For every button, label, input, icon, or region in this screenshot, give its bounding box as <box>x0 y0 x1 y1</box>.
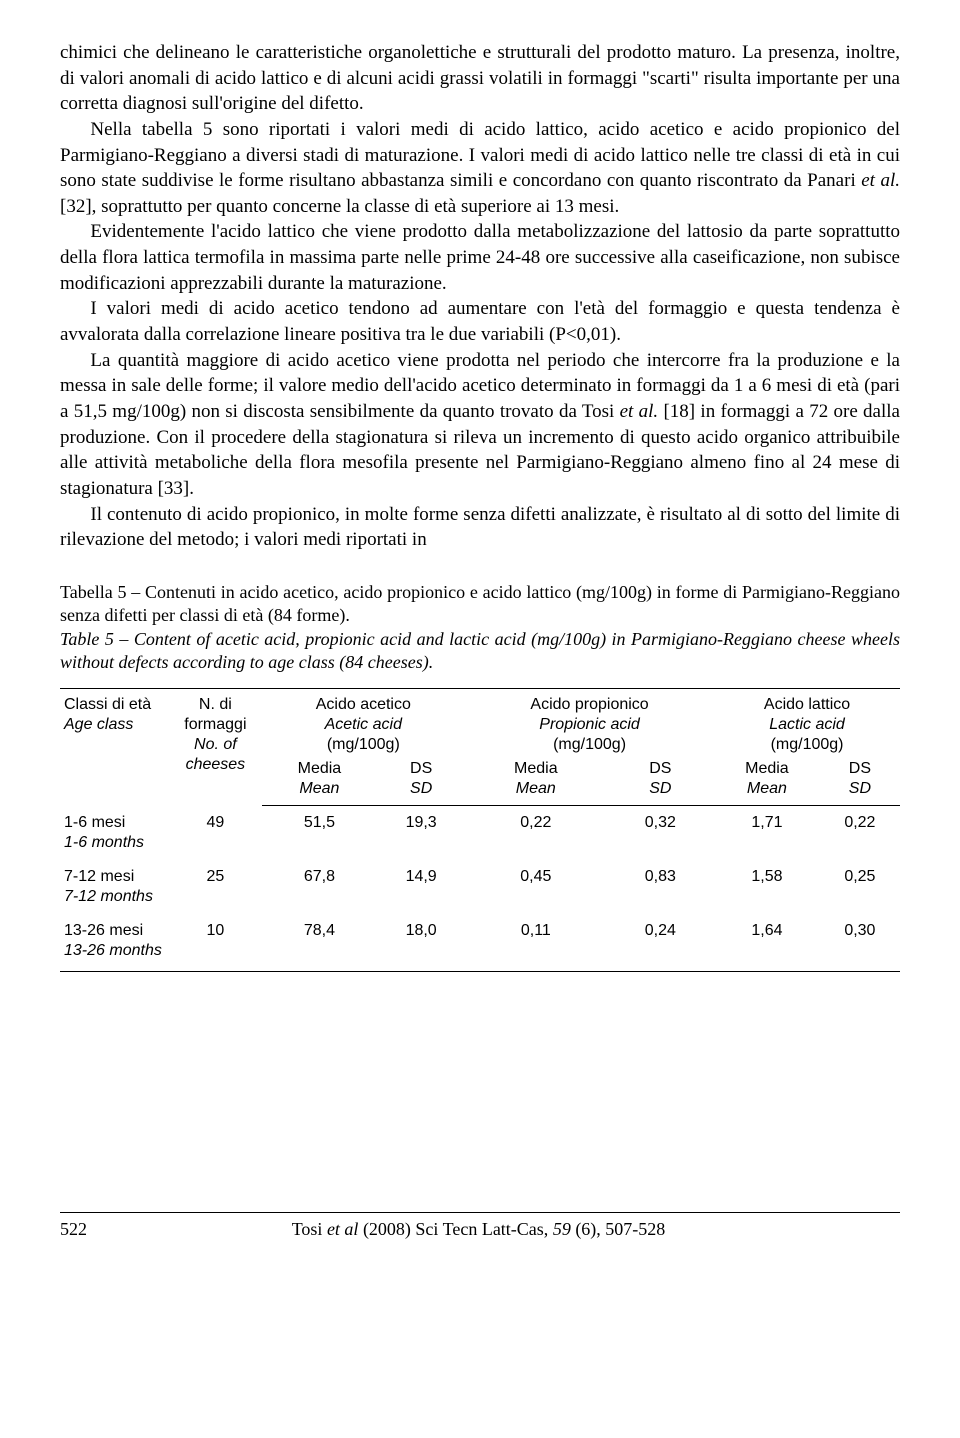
th-age-en: Age class <box>64 716 133 733</box>
th-lactic-mean: Media Mean <box>714 757 820 806</box>
sd-en: SD <box>849 780 871 797</box>
cell-n: 49 <box>169 806 261 860</box>
table-row: 13-26 mesi 13-26 months 10 78,4 18,0 0,11… <box>60 914 900 972</box>
age-it: 13-26 mesi <box>64 922 143 939</box>
th-age: Classi di età Age class <box>60 689 169 806</box>
cell-acetic-sd: 14,9 <box>377 860 465 914</box>
th-acetic-it: Acido acetico <box>316 696 411 713</box>
th-prop: Acido propionico Propionic acid (mg/100g… <box>465 689 714 758</box>
cite-pages: (6), 507-528 <box>571 1219 665 1239</box>
p2-b: [32], soprattutto per quanto concerne la… <box>60 196 619 217</box>
age-en: 7-12 months <box>64 888 153 905</box>
cell-lactic-sd: 0,25 <box>820 860 900 914</box>
cell-n: 10 <box>169 914 261 972</box>
table-5-body: 1-6 mesi 1-6 months 49 51,5 19,3 0,22 0,3… <box>60 806 900 972</box>
footer-spacer <box>870 1217 900 1241</box>
th-lactic-en: Lactic acid <box>769 716 845 733</box>
cell-acetic-m: 51,5 <box>262 806 378 860</box>
caption-italian: Tabella 5 – Contenuti in acido acetico, … <box>60 581 900 628</box>
th-n: N. di formaggi No. of cheeses <box>169 689 261 806</box>
th-lactic-it: Acido lattico <box>764 696 850 713</box>
th-prop-unit: (mg/100g) <box>553 736 626 753</box>
p2-a: Nella tabella 5 sono riportati i valori … <box>60 119 900 191</box>
mean-it: Media <box>745 760 789 777</box>
table-5: Classi di età Age class N. di formaggi N… <box>60 688 900 972</box>
cell-lactic-m: 1,64 <box>714 914 820 972</box>
paragraph-6: Il contenuto di acido propionico, in mol… <box>60 502 900 553</box>
th-age-it: Classi di età <box>64 696 151 713</box>
th-acetic-en: Acetic acid <box>325 716 402 733</box>
cell-acetic-m: 78,4 <box>262 914 378 972</box>
p5-etal: et al. <box>620 401 659 422</box>
cell-prop-m: 0,22 <box>465 806 607 860</box>
th-acetic-mean: Media Mean <box>262 757 378 806</box>
caption-english: Table 5 – Content of acetic acid, propio… <box>60 628 900 675</box>
cell-age: 1-6 mesi 1-6 months <box>60 806 169 860</box>
cell-n: 25 <box>169 860 261 914</box>
paragraph-4: I valori medi di acido acetico tendono a… <box>60 296 900 347</box>
cell-prop-m: 0,45 <box>465 860 607 914</box>
paragraph-5: La quantità maggiore di acido acetico vi… <box>60 348 900 502</box>
sd-it: DS <box>649 760 671 777</box>
th-prop-mean: Media Mean <box>465 757 607 806</box>
sd-en: SD <box>649 780 671 797</box>
page-number: 522 <box>60 1217 87 1241</box>
age-it: 7-12 mesi <box>64 868 134 885</box>
th-prop-sd: DS SD <box>607 757 714 806</box>
cell-lactic-sd: 0,30 <box>820 914 900 972</box>
cell-prop-m: 0,11 <box>465 914 607 972</box>
table-5-caption: Tabella 5 – Contenuti in acido acetico, … <box>60 581 900 675</box>
page-footer: 522 Tosi et al (2008) Sci Tecn Latt-Cas,… <box>60 1212 900 1241</box>
cell-age: 7-12 mesi 7-12 months <box>60 860 169 914</box>
th-lactic-sd: DS SD <box>820 757 900 806</box>
th-acetic: Acido acetico Acetic acid (mg/100g) <box>262 689 465 758</box>
paragraph-2: Nella tabella 5 sono riportati i valori … <box>60 117 900 220</box>
cell-acetic-sd: 19,3 <box>377 806 465 860</box>
cite-author: Tosi <box>292 1219 327 1239</box>
cite-journal: (2008) Sci Tecn Latt-Cas, <box>358 1219 552 1239</box>
footer-citation: Tosi et al (2008) Sci Tecn Latt-Cas, 59 … <box>87 1217 870 1241</box>
p2-etal: et al. <box>861 170 900 191</box>
th-acetic-sd: DS SD <box>377 757 465 806</box>
cell-prop-sd: 0,83 <box>607 860 714 914</box>
th-prop-it: Acido propionico <box>530 696 648 713</box>
mean-en: Mean <box>516 780 556 797</box>
paragraph-3: Evidentemente l'acido lattico che viene … <box>60 219 900 296</box>
sd-it: DS <box>410 760 432 777</box>
cell-prop-sd: 0,32 <box>607 806 714 860</box>
cell-lactic-m: 1,58 <box>714 860 820 914</box>
age-it: 1-6 mesi <box>64 814 125 831</box>
cite-vol: 59 <box>553 1219 571 1239</box>
table-row: 7-12 mesi 7-12 months 25 67,8 14,9 0,45 0… <box>60 860 900 914</box>
mean-en: Mean <box>747 780 787 797</box>
sd-it: DS <box>849 760 871 777</box>
th-lactic-unit: (mg/100g) <box>771 736 844 753</box>
th-n-it: N. di formaggi <box>184 696 246 733</box>
th-lactic: Acido lattico Lactic acid (mg/100g) <box>714 689 900 758</box>
mean-en: Mean <box>299 780 339 797</box>
th-n-en: No. of cheeses <box>186 736 246 773</box>
mean-it: Media <box>514 760 558 777</box>
mean-it: Media <box>298 760 342 777</box>
age-en: 1-6 months <box>64 834 144 851</box>
sd-en: SD <box>410 780 432 797</box>
cite-etal: et al <box>327 1219 359 1239</box>
cell-acetic-m: 67,8 <box>262 860 378 914</box>
cell-lactic-m: 1,71 <box>714 806 820 860</box>
age-en: 13-26 months <box>64 942 162 959</box>
table-row: 1-6 mesi 1-6 months 49 51,5 19,3 0,22 0,3… <box>60 806 900 860</box>
body-text: chimici che delineano le caratteristiche… <box>60 40 900 553</box>
cell-acetic-sd: 18,0 <box>377 914 465 972</box>
paragraph-1: chimici che delineano le caratteristiche… <box>60 40 900 117</box>
cell-lactic-sd: 0,22 <box>820 806 900 860</box>
cell-age: 13-26 mesi 13-26 months <box>60 914 169 972</box>
th-prop-en: Propionic acid <box>539 716 640 733</box>
cell-prop-sd: 0,24 <box>607 914 714 972</box>
th-acetic-unit: (mg/100g) <box>327 736 400 753</box>
